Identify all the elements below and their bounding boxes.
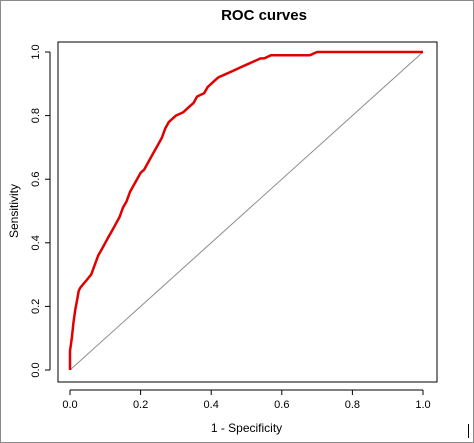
roc-curve-line bbox=[68, 50, 423, 370]
chart-title: ROC curves bbox=[221, 7, 307, 24]
y-tick-label: 0.4 bbox=[30, 235, 42, 250]
y-tick-label: 0.2 bbox=[30, 299, 42, 314]
x-axis: 0.0 0.2 0.4 0.6 0.8 1.0 bbox=[62, 389, 431, 411]
x-tick-label: 0.6 bbox=[274, 399, 289, 411]
y-tick-label: 0.8 bbox=[30, 108, 42, 123]
y-axis-label: Sensitivity bbox=[7, 184, 21, 238]
x-tick-label: 0.8 bbox=[345, 399, 360, 411]
reference-diagonal-line bbox=[69, 51, 424, 371]
edge-mark bbox=[468, 424, 469, 438]
x-tick-label: 1.0 bbox=[415, 399, 430, 411]
y-tick-label: 0.0 bbox=[30, 362, 42, 377]
plot-area bbox=[57, 41, 438, 383]
y-tick-label: 1.0 bbox=[30, 44, 42, 59]
y-axis: 0.0 0.2 0.4 0.6 0.8 1.0 bbox=[30, 44, 51, 378]
series-layer bbox=[68, 50, 424, 371]
x-tick-label: 0.4 bbox=[204, 399, 219, 411]
x-tick-label: 0.2 bbox=[133, 399, 148, 411]
x-axis-label: 1 - Specificity bbox=[211, 421, 282, 435]
y-tick-label: 0.6 bbox=[30, 172, 42, 187]
x-tick-label: 0.0 bbox=[62, 399, 77, 411]
